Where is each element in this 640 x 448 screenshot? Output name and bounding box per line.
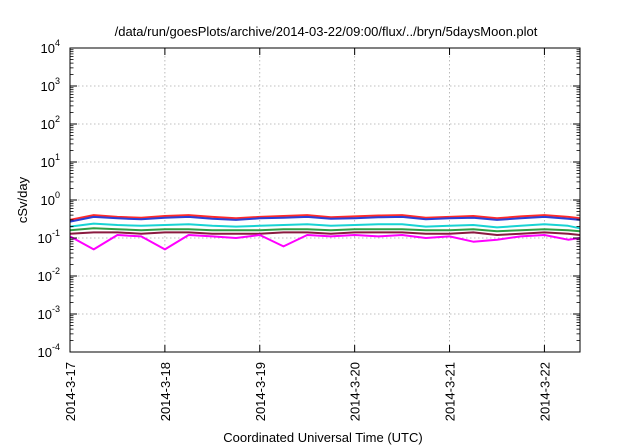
series-group xyxy=(69,214,581,251)
x-axis-label: Coordinated Universal Time (UTC) xyxy=(223,430,422,445)
grid xyxy=(70,48,580,352)
x-tick-label: 2014-3-22 xyxy=(537,362,552,421)
y-tick-label: 104 xyxy=(41,38,60,56)
y-axis-label: cSv/day xyxy=(15,176,30,223)
y-tick-label: 102 xyxy=(41,114,60,132)
x-tick-label: 2014-3-19 xyxy=(253,362,268,421)
y-tick-label: 100 xyxy=(41,190,60,208)
y-tick-label: 103 xyxy=(41,76,60,94)
x-ticks: 2014-3-17 2014-3-18 2014-3-19 2014-3-20 2014… xyxy=(63,48,552,421)
y-tick-label: 10-2 xyxy=(38,266,60,284)
y-tick-label: 10-1 xyxy=(38,228,60,246)
series-line-2 xyxy=(69,215,581,223)
series-line-1 xyxy=(69,214,581,221)
y-tick-label: 10-4 xyxy=(38,342,60,360)
y-tick-label: 10-3 xyxy=(38,304,60,322)
series-line-3 xyxy=(69,222,581,230)
x-tick-label: 2014-3-17 xyxy=(63,362,78,421)
x-tick-label: 2014-3-18 xyxy=(158,362,173,421)
series-line-4 xyxy=(69,227,581,233)
x-tick-label: 2014-3-21 xyxy=(443,362,458,421)
series-line-6 xyxy=(69,234,581,251)
x-tick-label: 2014-3-20 xyxy=(348,362,363,421)
chart-title: /data/run/goesPlots/archive/2014-03-22/0… xyxy=(115,24,538,39)
y-tick-label: 101 xyxy=(41,152,60,170)
series-line-5 xyxy=(69,231,581,236)
